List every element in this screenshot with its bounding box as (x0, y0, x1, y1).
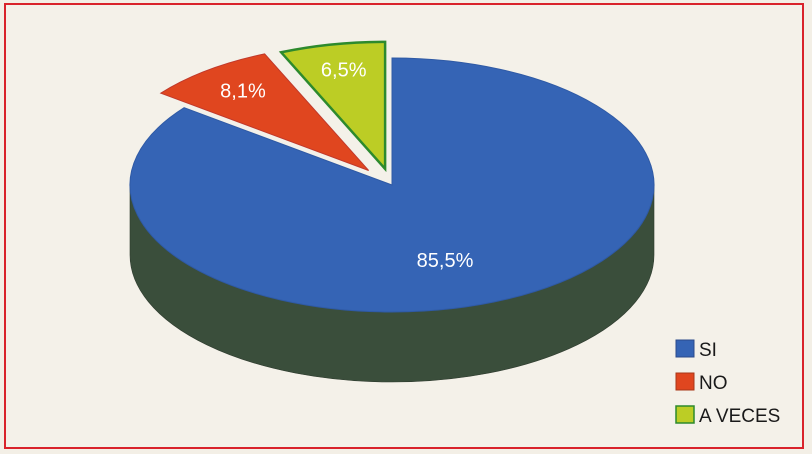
slice-label-a-veces: 6,5% (321, 59, 367, 81)
legend-label-si: SI (699, 340, 717, 361)
slice-top-si (129, 57, 655, 313)
legend: SI NO A VECES (675, 339, 780, 427)
slice-top-a-veces (278, 40, 387, 173)
slice-label-si: 85,5% (417, 250, 474, 272)
pie-layer (129, 40, 655, 383)
legend-label-a-veces: A VECES (699, 406, 780, 427)
legend-swatch-a-veces (675, 405, 695, 424)
legend-swatch-si (675, 339, 695, 358)
slice-label-no: 8,1% (220, 80, 266, 102)
legend-label-no: NO (699, 373, 728, 394)
label-layer: 85,5% 8,1% 6,5% (220, 59, 473, 272)
legend-swatch-no (675, 372, 695, 391)
slice-top-no (159, 53, 370, 171)
